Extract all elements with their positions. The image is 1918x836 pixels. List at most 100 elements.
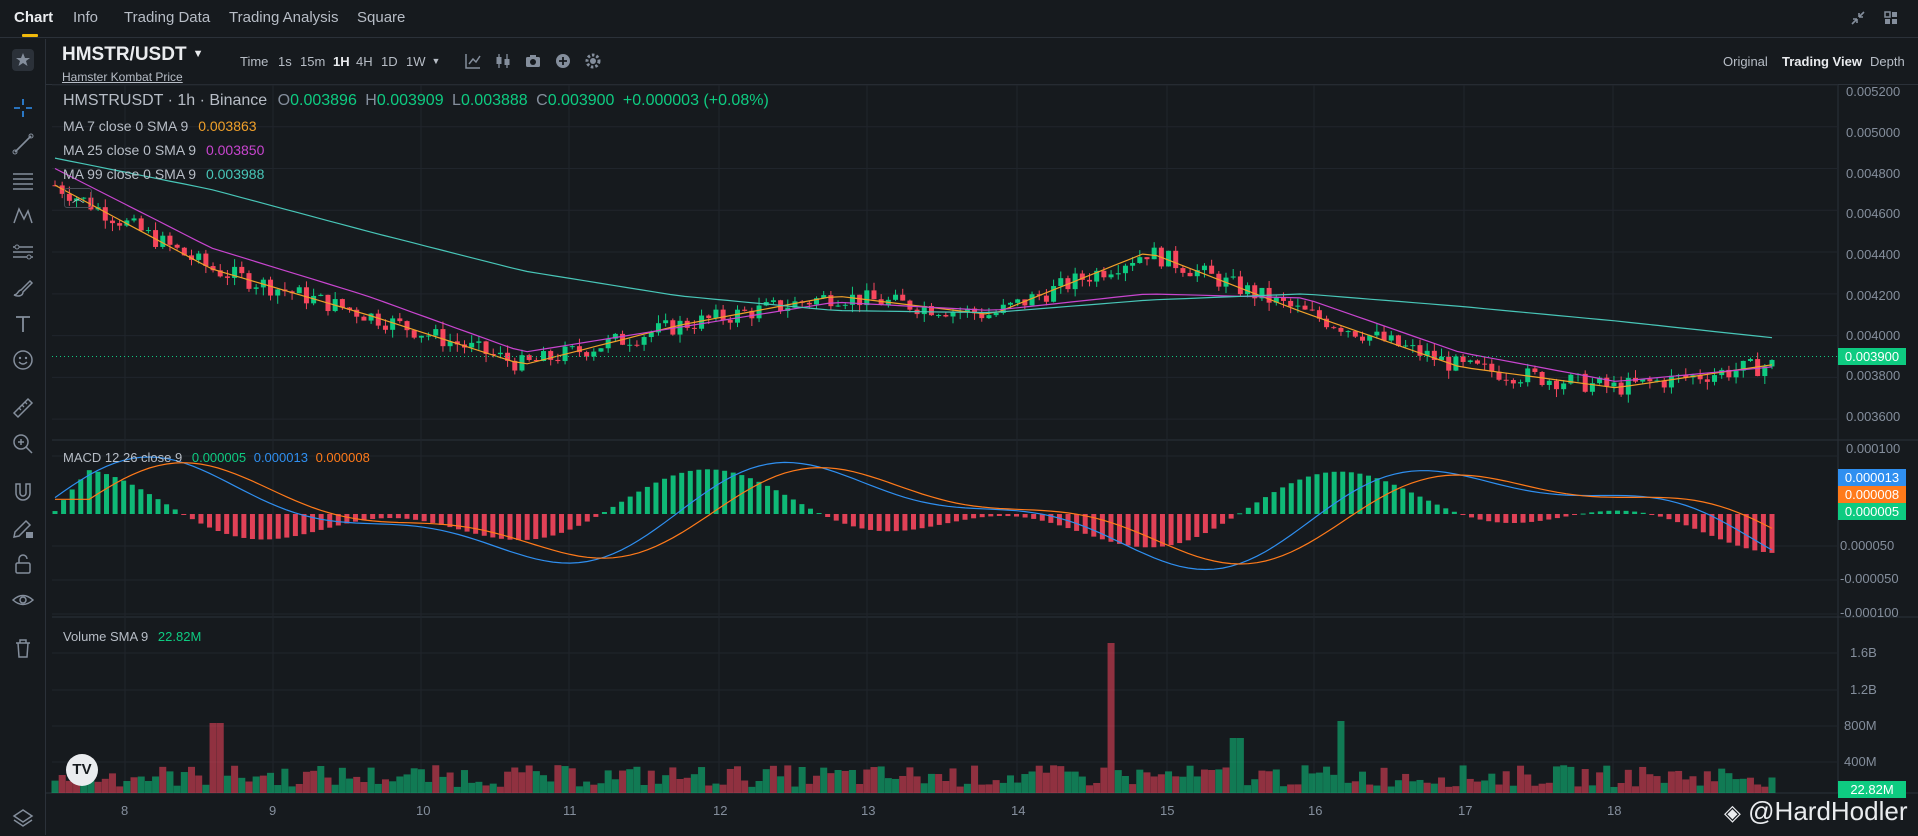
volume-bar: [1014, 782, 1022, 793]
macd-histogram-bar: [550, 514, 556, 536]
candle-body: [555, 359, 561, 362]
eye-icon[interactable]: [10, 587, 36, 613]
emoji-icon[interactable]: [10, 347, 36, 373]
candle-body: [1280, 297, 1286, 301]
volume-bar: [884, 778, 892, 793]
macd-histogram-bar: [1366, 475, 1372, 514]
tab-square[interactable]: Square: [357, 9, 406, 26]
text-icon[interactable]: [10, 311, 36, 337]
pattern-icon[interactable]: [10, 203, 36, 229]
ma25-value: 0.003850: [205, 142, 265, 158]
volume-bar: [1560, 765, 1568, 793]
symbol-subtitle-link[interactable]: Hamster Kombat Price: [62, 70, 183, 84]
trash-icon[interactable]: [10, 635, 36, 661]
tab-trading-data[interactable]: Trading Data: [124, 9, 211, 26]
candle-body: [440, 329, 446, 347]
volume-bar: [1711, 781, 1719, 793]
pencil-lock-icon[interactable]: [10, 515, 36, 541]
volume-bar: [913, 776, 921, 793]
tab-info[interactable]: Info: [73, 9, 99, 26]
volume-bar: [669, 767, 677, 793]
interval-1d[interactable]: 1D: [381, 54, 398, 69]
interval-time[interactable]: Time: [240, 54, 269, 69]
macd-histogram-bar: [352, 514, 358, 522]
price-axis-label: 0.004000: [1846, 328, 1901, 343]
interval-1s[interactable]: 1s: [278, 54, 292, 69]
ruler-icon[interactable]: [10, 395, 36, 421]
volume-bar: [654, 783, 662, 793]
fib-icon[interactable]: [10, 239, 36, 265]
macd-histogram-bar: [207, 514, 213, 528]
macd-histogram-bar: [146, 494, 152, 514]
macd-histogram-bar: [524, 514, 530, 540]
brush-icon[interactable]: [10, 275, 36, 301]
volume-bar: [65, 780, 73, 793]
macd-histogram-bar: [1572, 514, 1578, 515]
view-original[interactable]: Original: [1723, 54, 1768, 69]
tab-chart[interactable]: Chart: [14, 9, 54, 26]
candle-body: [706, 315, 712, 319]
volume-bar: [374, 783, 382, 793]
collapse-legend-button[interactable]: ︿: [64, 188, 92, 208]
macd-axis-label: -0.000100: [1840, 605, 1899, 620]
candle-body: [1604, 377, 1610, 387]
macd-histogram-bar: [455, 514, 461, 530]
candle-body: [857, 294, 863, 306]
candle-body: [1245, 285, 1251, 295]
gear-icon[interactable]: [584, 52, 602, 70]
volume-bar: [1107, 643, 1115, 793]
volume-bar: [432, 765, 440, 793]
volume-bar: [841, 770, 849, 793]
trend-line-icon[interactable]: [10, 131, 36, 157]
magnet-icon[interactable]: [10, 479, 36, 505]
macd-histogram-bar: [644, 486, 650, 514]
candle-body: [1374, 331, 1380, 336]
macd-histogram-bar: [52, 511, 58, 514]
symbol-selector[interactable]: HMSTR/USDT ▼: [62, 44, 203, 66]
tab-trading-analysis[interactable]: Trading Analysis: [229, 9, 339, 26]
candle-type-icon[interactable]: [494, 52, 512, 70]
volume-bar: [777, 776, 785, 793]
volume-bar: [935, 774, 943, 793]
macd-histogram-bar: [928, 514, 934, 527]
volume-bar: [590, 784, 598, 793]
interval-1h[interactable]: 1H: [333, 54, 350, 69]
favorite-star-icon[interactable]: [10, 47, 36, 73]
drawing-toolbar: [0, 39, 46, 835]
candle-body: [433, 329, 439, 336]
candle-body: [943, 315, 949, 317]
view-depth[interactable]: Depth: [1870, 54, 1905, 69]
interval-1w[interactable]: 1W ▼: [406, 54, 440, 69]
interval-15m[interactable]: 15m: [300, 54, 326, 69]
lock-icon[interactable]: [10, 551, 36, 577]
volume-bar: [1308, 773, 1316, 793]
volume-bar: [389, 781, 397, 793]
camera-icon[interactable]: [524, 52, 542, 70]
macd-histogram-bar: [567, 514, 573, 530]
volume-bar: [1402, 773, 1410, 793]
crosshair-icon[interactable]: [10, 95, 36, 121]
macd-histogram-bar: [1752, 514, 1758, 551]
plus-circle-icon[interactable]: [554, 52, 572, 70]
candle-body: [526, 355, 532, 361]
macd-histogram-bar: [292, 514, 298, 537]
volume-bar: [1172, 776, 1180, 793]
volume-bar: [1409, 781, 1417, 793]
macd-histogram-bar: [593, 514, 599, 517]
interval-4h[interactable]: 4H: [356, 54, 373, 69]
layers-icon[interactable]: [10, 805, 36, 831]
macd-histogram-bar: [1014, 514, 1020, 517]
candle-body: [1697, 375, 1703, 380]
zoom-in-icon[interactable]: [10, 431, 36, 457]
volume-bar: [1430, 783, 1438, 793]
volume-bar: [662, 775, 670, 793]
price-axis-label: 0.005200: [1846, 84, 1901, 99]
macd-histogram-bar: [181, 514, 187, 515]
grid-icon[interactable]: [1882, 9, 1900, 27]
collapse-icon[interactable]: [1849, 9, 1867, 27]
indicators-icon[interactable]: [464, 52, 482, 70]
view-trading-view[interactable]: Trading View: [1782, 54, 1862, 69]
macd-line: [54, 456, 1773, 571]
horizontal-lines-icon[interactable]: [10, 167, 36, 193]
